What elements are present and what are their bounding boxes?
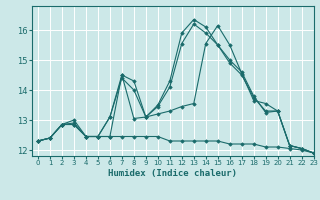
X-axis label: Humidex (Indice chaleur): Humidex (Indice chaleur) [108, 169, 237, 178]
